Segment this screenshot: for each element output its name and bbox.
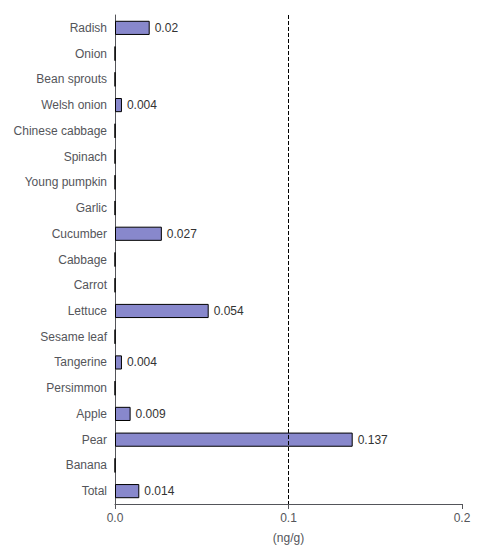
svg-text:Cabbage: Cabbage: [58, 253, 107, 267]
svg-text:Lettuce: Lettuce: [68, 304, 108, 318]
svg-text:(ng/g): (ng/g): [273, 531, 304, 545]
svg-text:0.004: 0.004: [127, 98, 157, 112]
svg-text:0.014: 0.014: [144, 484, 174, 498]
svg-text:Onion: Onion: [75, 47, 107, 61]
svg-text:Carrot: Carrot: [74, 278, 108, 292]
svg-text:Bean sprouts: Bean sprouts: [36, 72, 107, 86]
svg-text:0.1: 0.1: [280, 511, 297, 525]
svg-text:0.137: 0.137: [358, 433, 388, 447]
svg-text:Garlic: Garlic: [76, 201, 107, 215]
svg-text:Total: Total: [82, 484, 107, 498]
svg-text:0.027: 0.027: [167, 227, 197, 241]
svg-text:0.0: 0.0: [107, 511, 124, 525]
svg-text:Sesame leaf: Sesame leaf: [40, 330, 107, 344]
svg-text:Welsh onion: Welsh onion: [41, 98, 107, 112]
svg-text:Apple: Apple: [76, 407, 107, 421]
svg-text:0.004: 0.004: [127, 355, 157, 369]
svg-text:Spinach: Spinach: [64, 150, 107, 164]
svg-text:Tangerine: Tangerine: [54, 355, 107, 369]
svg-text:0.009: 0.009: [136, 407, 166, 421]
svg-text:0.054: 0.054: [214, 304, 244, 318]
svg-text:Young pumpkin: Young pumpkin: [25, 175, 107, 189]
svg-text:Persimmon: Persimmon: [46, 381, 107, 395]
svg-text:Banana: Banana: [66, 458, 108, 472]
svg-text:Radish: Radish: [70, 21, 107, 35]
svg-text:Pear: Pear: [82, 433, 107, 447]
svg-text:0.02: 0.02: [155, 21, 179, 35]
svg-text:Cucumber: Cucumber: [52, 227, 107, 241]
svg-text:Chinese cabbage: Chinese cabbage: [14, 124, 108, 138]
svg-text:0.2: 0.2: [454, 511, 471, 525]
